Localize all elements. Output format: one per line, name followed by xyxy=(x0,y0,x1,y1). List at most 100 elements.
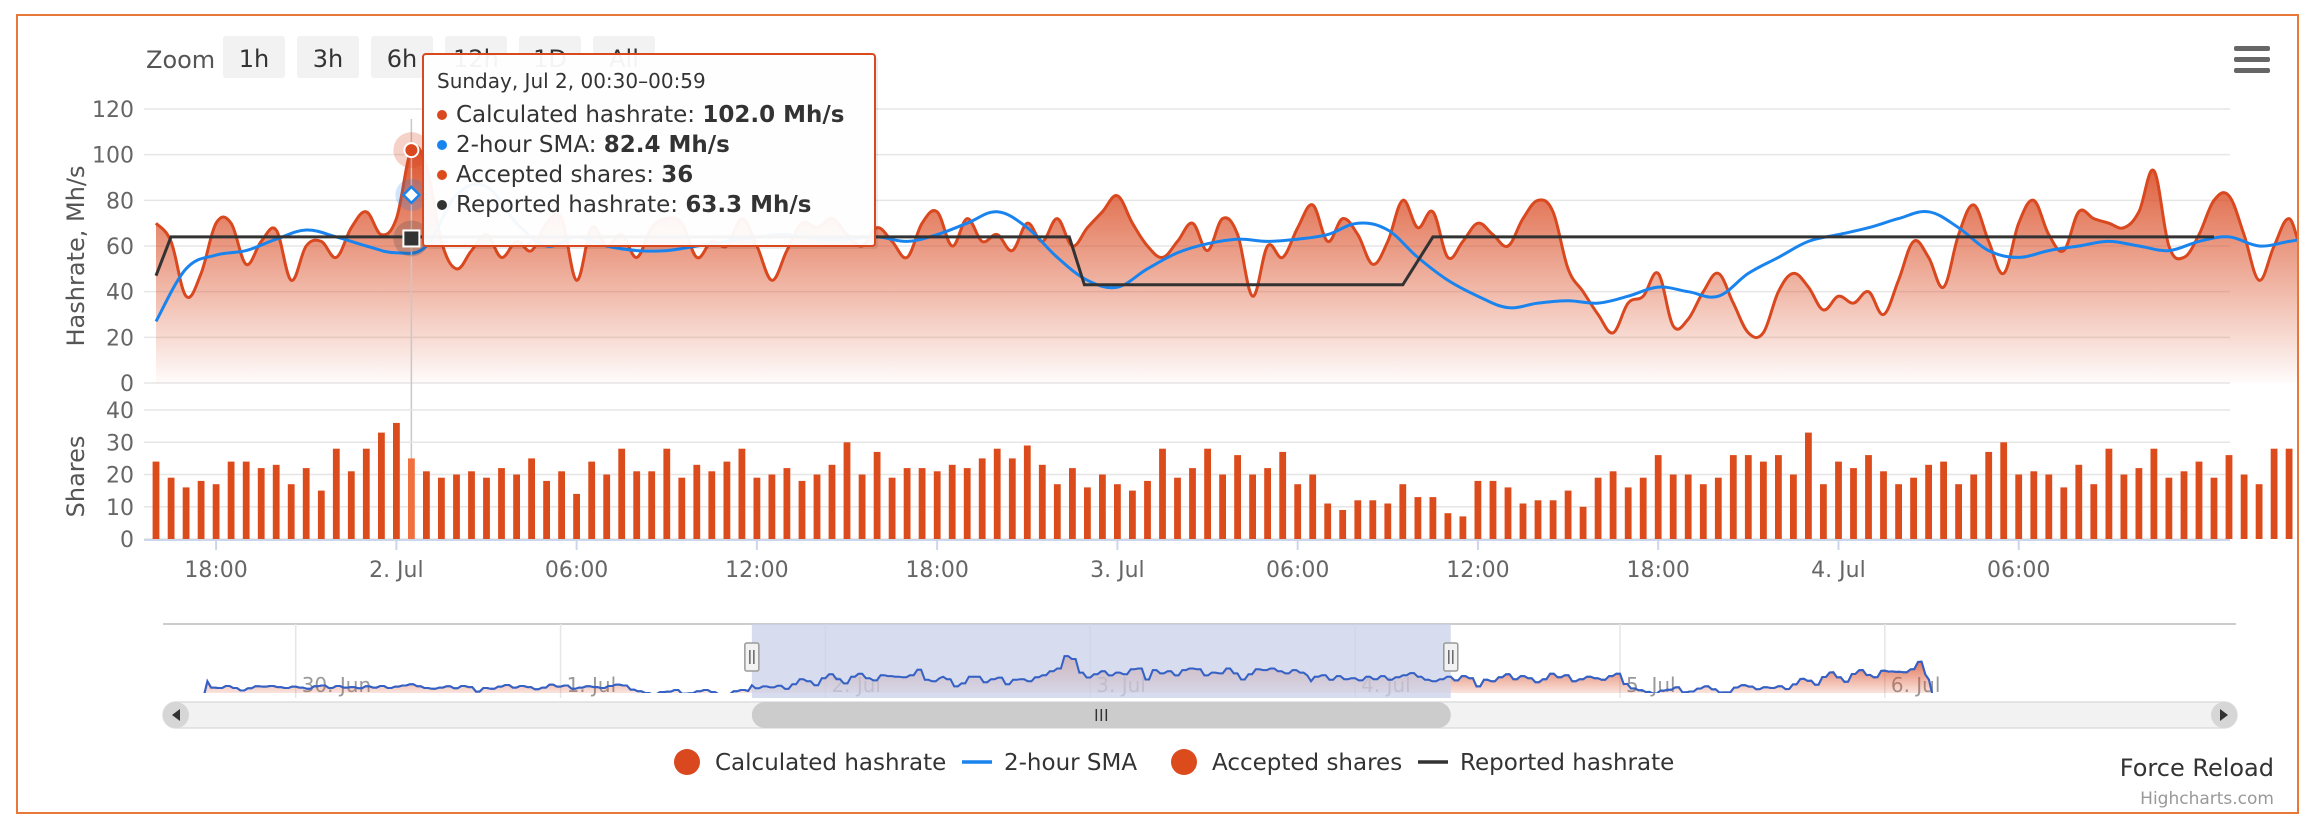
share-bar xyxy=(317,490,325,539)
share-bar xyxy=(438,477,445,539)
force-reload-button[interactable]: Force Reload xyxy=(2120,754,2274,782)
share-bar xyxy=(1279,451,1287,539)
share-bar xyxy=(182,487,190,539)
navigator-left-handle[interactable] xyxy=(744,642,760,672)
accepted-shares-bars xyxy=(152,422,2293,540)
x-tick-label: 18:00 xyxy=(905,558,968,583)
share-bar xyxy=(558,471,565,539)
tooltip: Sunday, Jul 2, 00:30–00:59 Calculated has… xyxy=(422,53,878,249)
scroll-left-button[interactable] xyxy=(163,702,189,728)
y-tick-label: 100 xyxy=(92,144,134,169)
share-bar xyxy=(167,477,175,539)
navigator-scrollbar[interactable] xyxy=(162,701,2238,729)
share-bar xyxy=(1790,474,1797,539)
share-bar xyxy=(362,448,370,539)
share-bar xyxy=(693,464,701,539)
share-bar xyxy=(2270,448,2278,539)
zoom-button-6h[interactable]: 6h xyxy=(371,36,433,78)
share-bar xyxy=(948,464,956,539)
share-bar xyxy=(588,461,596,539)
share-bar xyxy=(828,464,836,539)
tooltip-value: 36 xyxy=(661,162,693,188)
share-bar xyxy=(332,448,340,539)
highcharts-credits[interactable]: Highcharts.com xyxy=(2140,789,2274,809)
x-tick-label: 18:00 xyxy=(184,558,247,583)
legend-symbol-icon xyxy=(1171,749,1197,775)
share-bar xyxy=(1594,477,1602,539)
tooltip-colon: : xyxy=(646,162,661,188)
share-bar xyxy=(1639,477,1647,539)
share-bar xyxy=(1654,455,1662,539)
shares-y-axis: 0 10 20 30 40 xyxy=(106,399,134,553)
navigator-label: 5. Jul xyxy=(1626,673,1676,697)
share-bar xyxy=(2255,484,2263,539)
share-bar xyxy=(618,448,626,539)
share-bar xyxy=(2060,487,2068,539)
tooltip-row: Reported hashrate: 63.3 Mh/s xyxy=(456,192,811,218)
share-bar xyxy=(2240,474,2248,539)
share-bar xyxy=(1294,484,1302,539)
tooltip-value: 82.4 Mh/s xyxy=(604,132,730,158)
legend-item[interactable]: Calculated hashrate xyxy=(674,749,946,776)
scroll-right-button[interactable] xyxy=(2211,702,2237,728)
share-bar xyxy=(1053,484,1061,539)
zoom-button-1h[interactable]: 1h xyxy=(223,36,285,78)
legend: Calculated hashrate 2-hour SMA Accepted sh… xyxy=(674,749,1674,776)
hover-markers xyxy=(393,132,430,257)
share-bar xyxy=(2030,471,2038,539)
share-bar xyxy=(2075,464,2083,539)
tooltip-colon: : xyxy=(589,132,604,158)
y-tick-label: 60 xyxy=(106,235,134,260)
share-bar xyxy=(1579,506,1587,540)
x-tick-label: 06:00 xyxy=(1266,558,1329,583)
legend-item[interactable]: Reported hashrate xyxy=(1418,750,1674,776)
tooltip-header: Sunday, Jul 2, 00:30–00:59 xyxy=(437,69,706,93)
share-bar xyxy=(1519,503,1527,539)
share-bar xyxy=(227,461,235,539)
zoom-button-3h[interactable]: 3h xyxy=(297,36,359,78)
share-bar xyxy=(1624,487,1632,539)
share-bar xyxy=(1820,484,1827,539)
legend-item[interactable]: 2-hour SMA xyxy=(962,750,1137,776)
share-bar xyxy=(1369,500,1377,539)
tooltip-colon: : xyxy=(670,192,685,218)
share-bar xyxy=(1609,471,1617,539)
x-tick-label: 3. Jul xyxy=(1090,558,1145,583)
y-tick-label: 0 xyxy=(120,528,134,553)
share-bar xyxy=(1174,477,1181,539)
hamburger-menu-icon[interactable] xyxy=(2234,46,2270,73)
share-bar xyxy=(1459,516,1467,539)
share-bar xyxy=(783,468,791,539)
tooltip-series-name: Reported hashrate xyxy=(456,192,670,218)
share-bar xyxy=(1414,497,1422,539)
share-bar xyxy=(1084,487,1091,539)
share-bar xyxy=(1985,451,1993,539)
legend-symbol-icon xyxy=(674,749,700,775)
legend-item[interactable]: Accepted shares xyxy=(1171,749,1402,776)
share-bar xyxy=(813,474,821,539)
share-bar xyxy=(242,461,250,539)
share-bar xyxy=(1940,461,1947,539)
share-bar xyxy=(2210,477,2218,539)
zoom-button-label: 3h xyxy=(313,45,343,73)
share-bar xyxy=(468,471,475,539)
share-bar xyxy=(2150,448,2158,539)
legend-label: Accepted shares xyxy=(1212,750,1402,776)
share-bar xyxy=(633,471,641,539)
share-bar xyxy=(197,480,205,539)
hashrate-hover-point xyxy=(403,142,420,159)
share-bar xyxy=(393,422,400,539)
tooltip-series-name: Calculated hashrate xyxy=(456,102,687,128)
navigator-right-handle[interactable] xyxy=(1443,642,1459,672)
legend-label: Reported hashrate xyxy=(1460,750,1674,776)
share-bar xyxy=(2180,471,2188,539)
x-tick-label: 06:00 xyxy=(1987,558,2050,583)
sma-hover-point xyxy=(401,185,422,205)
navigator-selected-range[interactable] xyxy=(751,624,1451,698)
share-bar xyxy=(993,448,1001,539)
share-bar xyxy=(1775,455,1782,539)
share-bar xyxy=(1955,484,1962,539)
arrow-left-icon xyxy=(172,709,180,721)
